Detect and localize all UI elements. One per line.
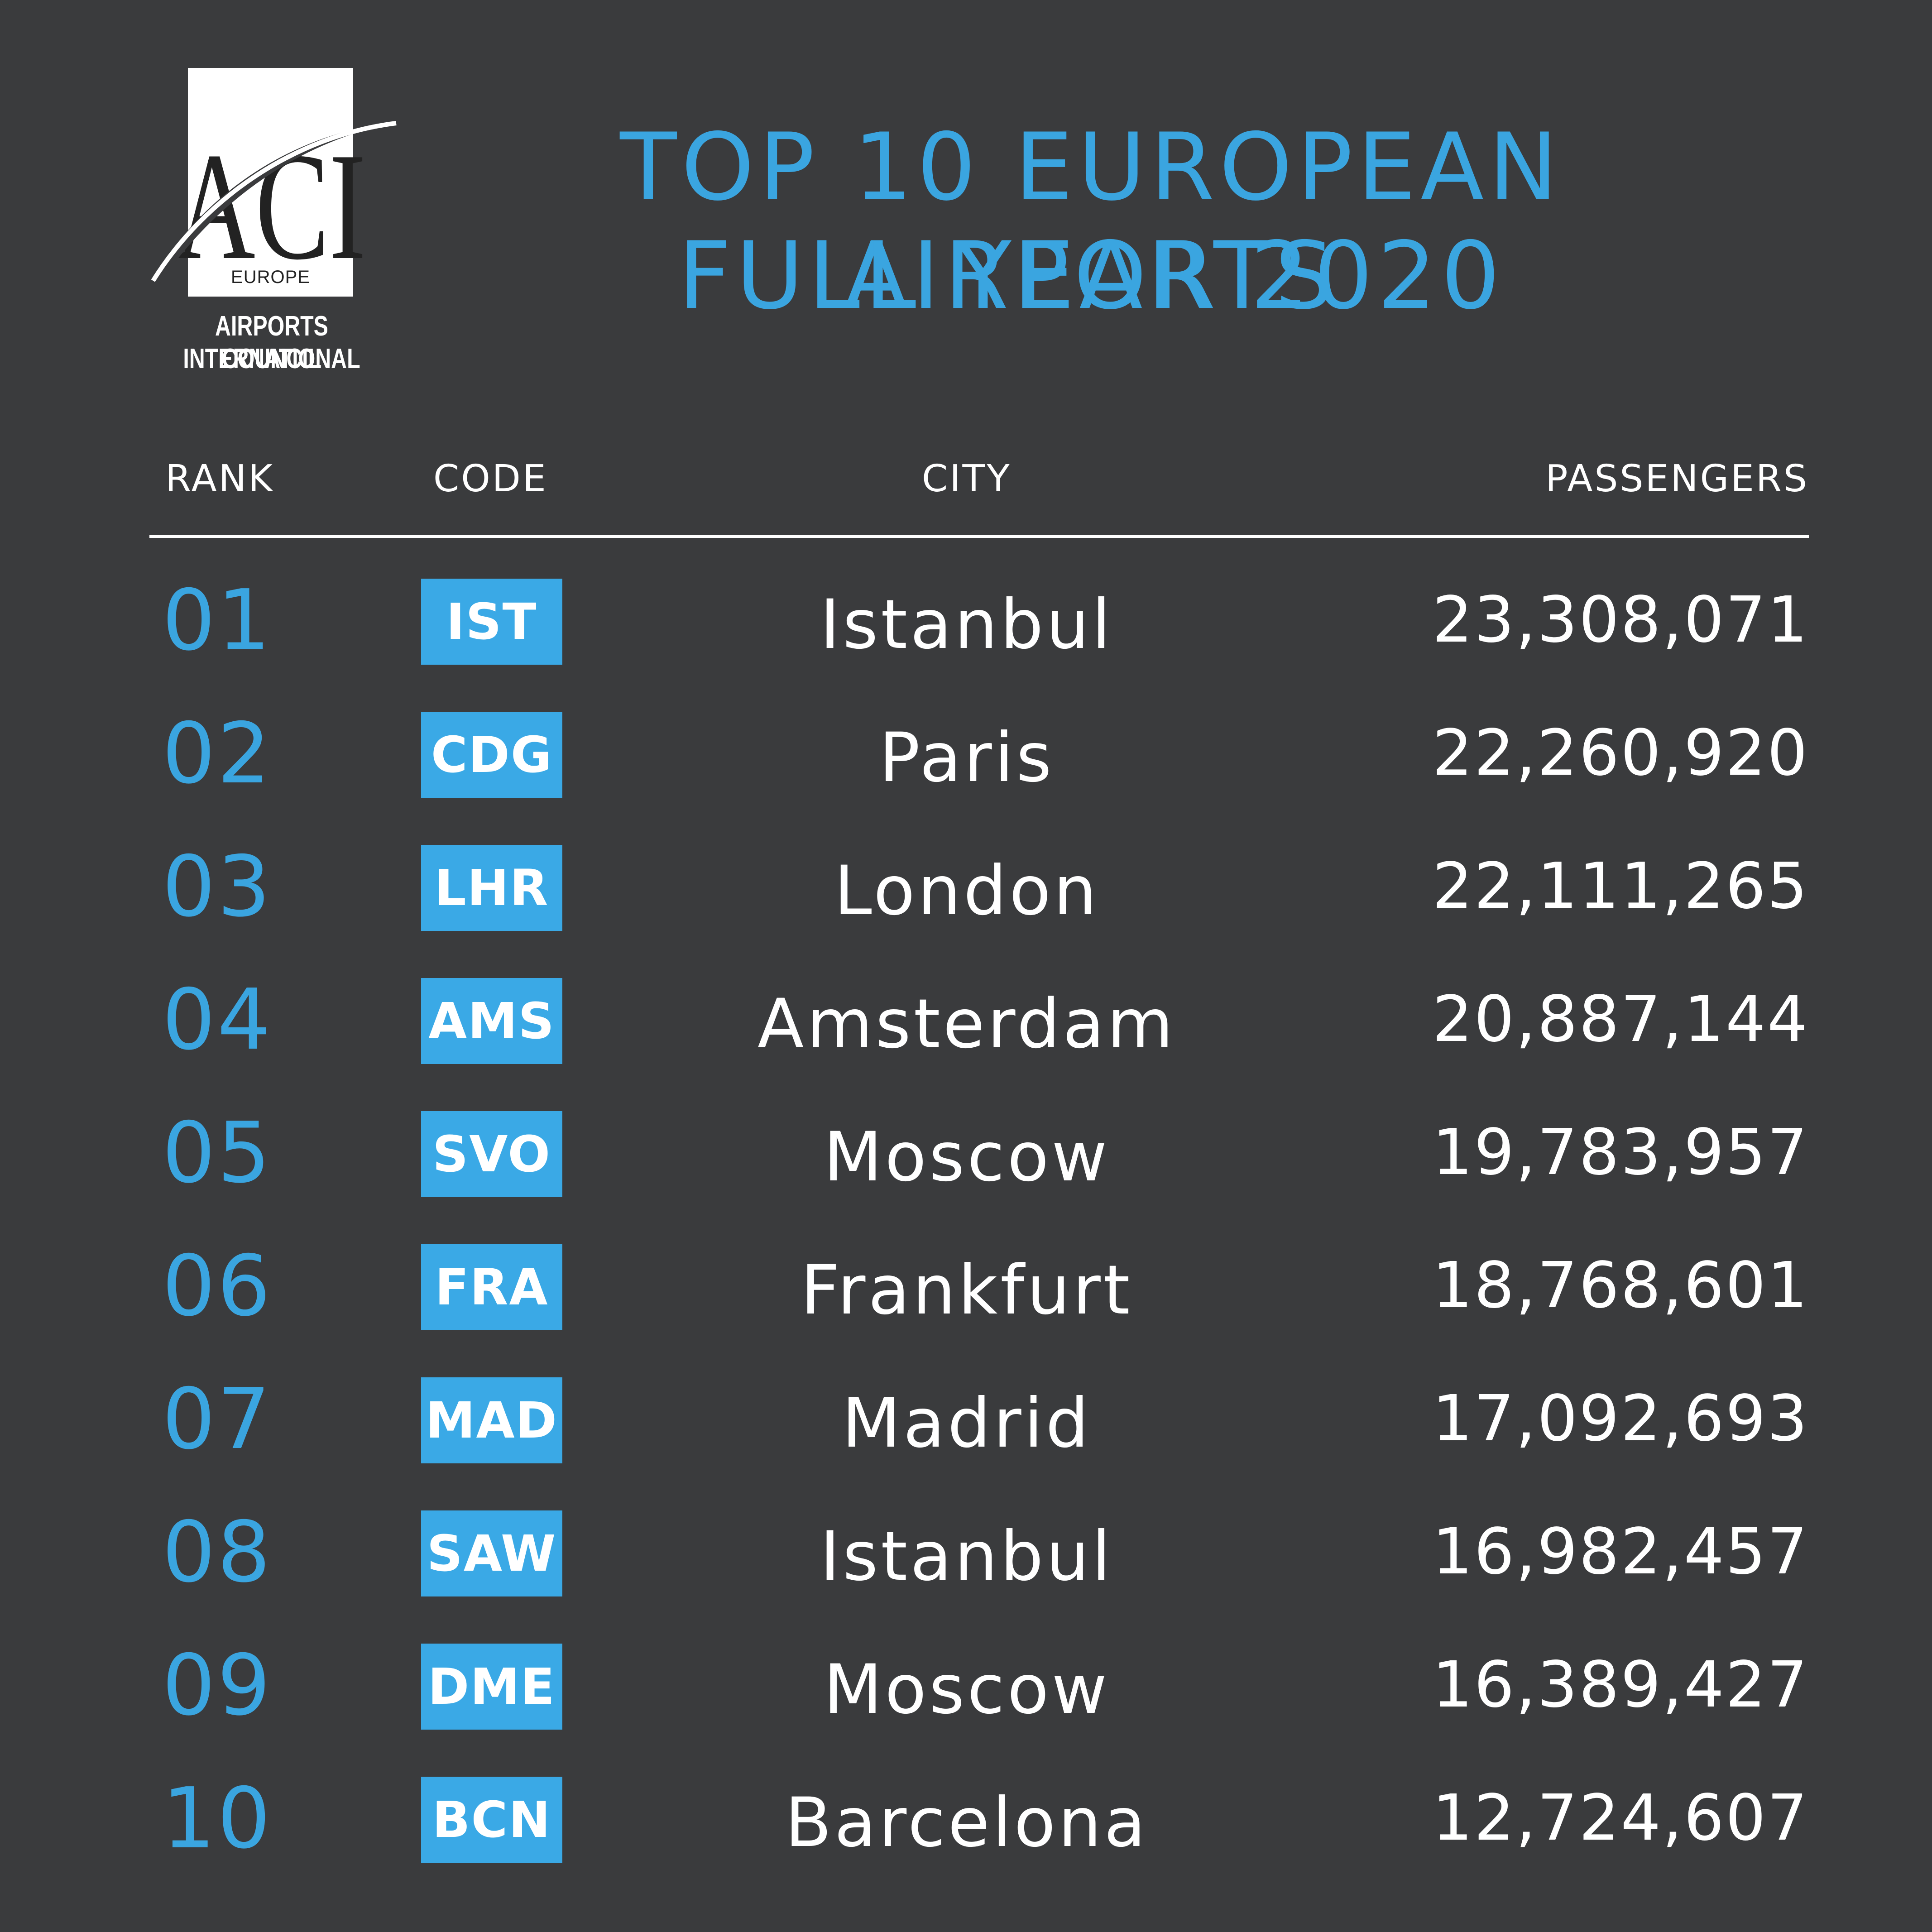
row-passengers: 22,111,265 <box>1432 849 1809 923</box>
row-rank: 07 <box>162 1370 273 1468</box>
row-code-badge: BCN <box>421 1777 562 1863</box>
row-rank: 09 <box>162 1636 273 1734</box>
row-passengers: 16,982,457 <box>1432 1515 1809 1589</box>
row-city: Frankfurt <box>801 1251 1133 1330</box>
row-passengers: 16,389,427 <box>1432 1648 1809 1722</box>
row-code-badge: SAW <box>421 1510 562 1596</box>
row-rank: 06 <box>162 1237 273 1335</box>
row-code-badge: FRA <box>421 1244 562 1330</box>
aci-europe-logo: ACI EUROPE AIRPORTS COUNCIL INTERNATIONA… <box>145 68 398 385</box>
row-city: Moscow <box>823 1118 1110 1197</box>
row-code-badge: DME <box>421 1644 562 1730</box>
row-rank: 10 <box>162 1769 273 1867</box>
row-rank: 02 <box>162 705 273 802</box>
row-rank: 04 <box>162 971 273 1069</box>
logo-caption-line1: AIRPORTS COUNCIL <box>215 311 328 374</box>
row-rank: 01 <box>162 571 273 669</box>
logo-region: EUROPE <box>231 267 310 287</box>
table-row: 08 SAW Istanbul 16,982,457 <box>0 1507 1932 1640</box>
table-row: 01 IST Istanbul 23,308,071 <box>0 575 1932 708</box>
page-title-line2: FULL YEAR 2020 <box>678 222 1505 330</box>
table-row: 02 CDG Paris 22,260,920 <box>0 708 1932 841</box>
row-passengers: 19,783,957 <box>1432 1116 1809 1189</box>
row-city: Barcelona <box>785 1783 1149 1862</box>
row-rank: 08 <box>162 1503 273 1601</box>
row-passengers: 23,308,071 <box>1432 583 1809 657</box>
table-row: 07 MAD Madrid 17,092,693 <box>0 1374 1932 1507</box>
row-passengers: 12,724,607 <box>1432 1781 1809 1855</box>
aci-logo-mark-icon: ACI <box>149 121 398 292</box>
table-row: 04 AMS Amsterdam 20,887,144 <box>0 974 1932 1107</box>
table-header: RANK CODE CITY PASSENGERS <box>0 457 1932 503</box>
row-rank: 05 <box>162 1104 273 1202</box>
header-passengers: PASSENGERS <box>1545 457 1809 500</box>
row-city: Istanbul <box>820 585 1114 664</box>
table-row: 09 DME Moscow 16,389,427 <box>0 1640 1932 1773</box>
logo-mark-text: ACI <box>175 121 366 292</box>
logo-caption-line2: INTERNATIONAL <box>183 343 360 374</box>
row-code-badge: CDG <box>421 712 562 798</box>
table-row: 10 BCN Barcelona 12,724,607 <box>0 1773 1932 1906</box>
page-title-line1: TOP 10 EUROPEAN AIRPORTS <box>620 114 1563 330</box>
header-divider <box>149 535 1809 538</box>
row-passengers: 17,092,693 <box>1432 1382 1809 1456</box>
header-code: CODE <box>433 457 548 500</box>
row-code-badge: LHR <box>421 845 562 931</box>
row-city: Madrid <box>842 1384 1092 1463</box>
row-city: Moscow <box>823 1650 1110 1729</box>
row-passengers: 18,768,601 <box>1432 1249 1809 1323</box>
row-passengers: 20,887,144 <box>1432 983 1809 1056</box>
table-row: 06 FRA Frankfurt 18,768,601 <box>0 1241 1932 1374</box>
logo-swoosh <box>151 121 397 282</box>
row-code-badge: AMS <box>421 978 562 1064</box>
row-rank: 03 <box>162 838 273 935</box>
table-row: 05 SVO Moscow 19,783,957 <box>0 1107 1932 1241</box>
row-city: Istanbul <box>820 1517 1114 1596</box>
row-code-badge: IST <box>421 579 562 665</box>
header-rank: RANK <box>165 457 274 500</box>
row-passengers: 22,260,920 <box>1432 716 1809 790</box>
table-row: 03 LHR London 22,111,265 <box>0 841 1932 974</box>
header-city: CITY <box>922 457 1012 500</box>
row-city: Amsterdam <box>757 985 1176 1064</box>
row-code-badge: SVO <box>421 1111 562 1197</box>
logo-box <box>188 68 353 297</box>
row-city: Paris <box>879 719 1055 797</box>
row-city: London <box>834 852 1099 930</box>
row-code-badge: MAD <box>421 1377 562 1463</box>
